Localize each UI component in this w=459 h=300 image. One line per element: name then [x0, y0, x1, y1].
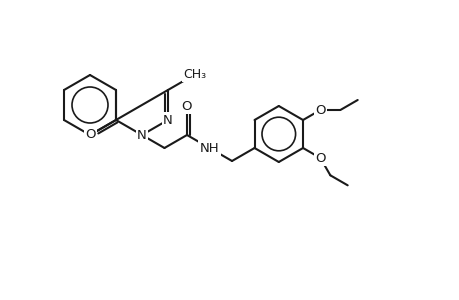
Text: O: O — [85, 128, 96, 141]
Text: N: N — [137, 128, 146, 142]
Text: CH₃: CH₃ — [183, 68, 206, 81]
Text: N: N — [162, 113, 173, 127]
Text: O: O — [181, 100, 192, 112]
Text: O: O — [314, 103, 325, 116]
Text: O: O — [314, 152, 325, 164]
Text: NH: NH — [199, 142, 219, 154]
